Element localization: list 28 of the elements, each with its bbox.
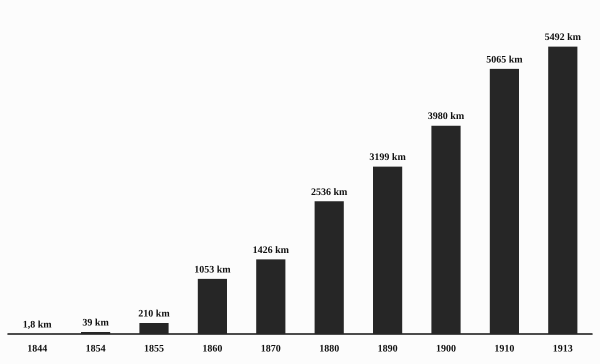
bar [139, 323, 169, 334]
data-label: 5492 km [544, 32, 582, 44]
bar [198, 278, 227, 334]
data-label: 3980 km [428, 111, 465, 122]
data-label: 1,8 km [22, 319, 52, 330]
x-tick-label: 1900 [436, 344, 456, 354]
data-label: 1053 km [194, 264, 232, 276]
x-tick-label: 1860 [202, 344, 222, 354]
data-label: 3199 km [369, 152, 406, 164]
x-tick-label: 1870 [260, 344, 281, 354]
x-tick-label: 1913 [552, 344, 573, 354]
bar [314, 201, 344, 334]
x-tick-label: 1844 [27, 344, 48, 354]
bar [548, 46, 578, 334]
data-label: 5065 km [486, 54, 524, 66]
data-label: 1426 km [252, 244, 290, 256]
data-label: 2536 km [310, 186, 348, 198]
x-tick-label: 1890 [378, 344, 398, 354]
bar [373, 166, 402, 334]
bar [431, 126, 461, 334]
x-tick-label: 1854 [86, 344, 106, 354]
x-tick-label: 1910 [494, 344, 514, 354]
data-label: 39 km [82, 317, 110, 328]
bar [256, 259, 286, 334]
bar [490, 68, 519, 334]
x-tick-label: 1880 [319, 344, 340, 354]
x-tick-label: 1855 [144, 344, 164, 354]
data-label: 210 km [138, 308, 170, 320]
